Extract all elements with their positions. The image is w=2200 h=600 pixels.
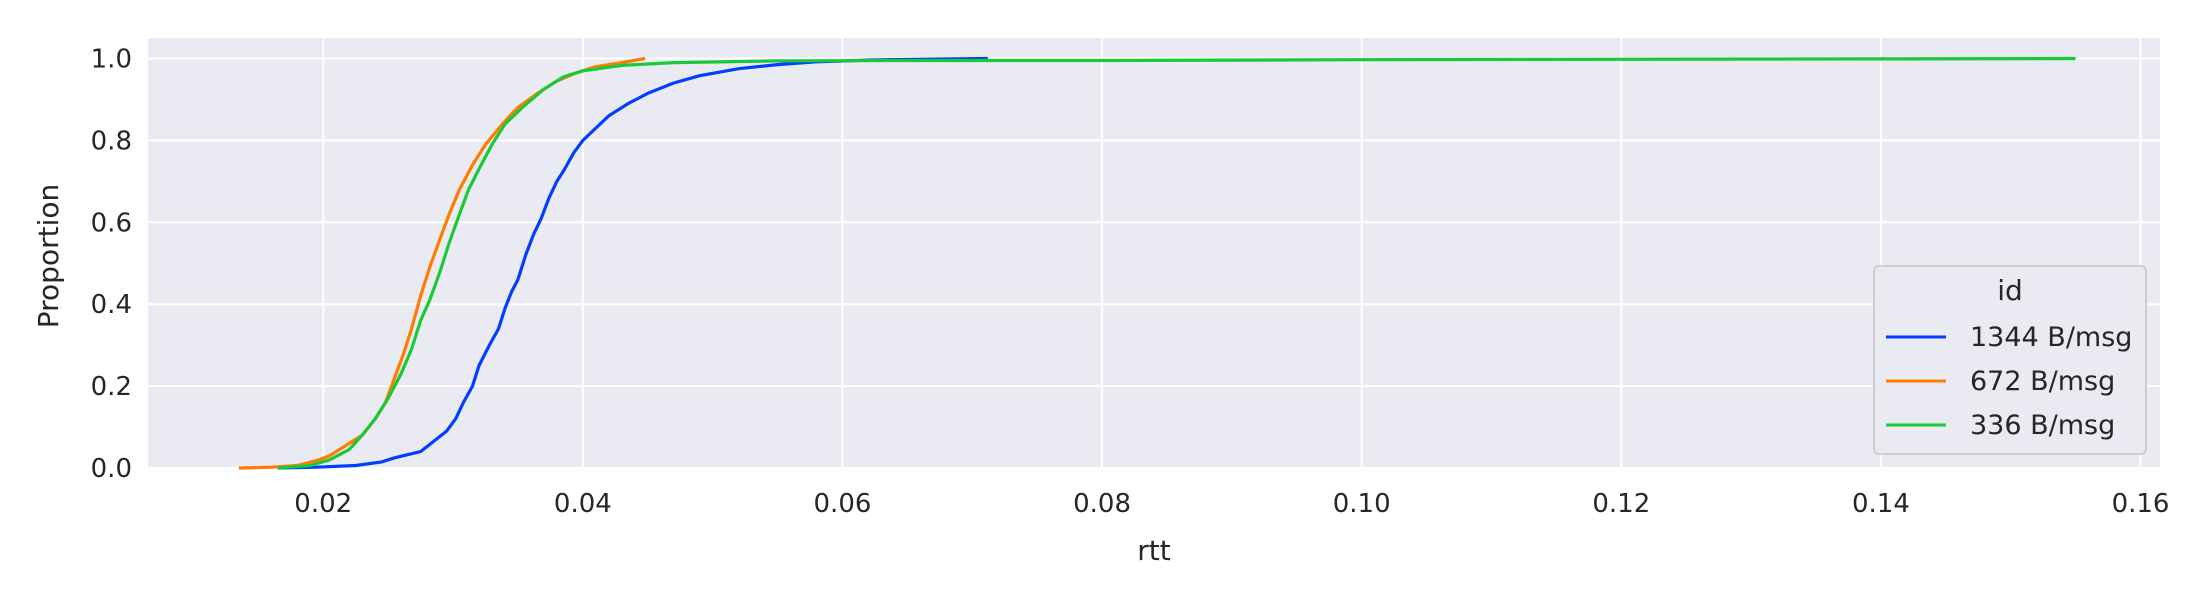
plot-background: [148, 38, 2160, 468]
y-tick-label: 0.0: [91, 454, 132, 484]
legend-box: [1873, 265, 2147, 455]
x-tick-label: 0.12: [1592, 489, 1650, 519]
y-tick-label: 0.4: [91, 290, 132, 320]
y-tick-label: 0.8: [91, 126, 132, 156]
x-tick-label: 0.14: [1852, 489, 1910, 519]
y-tick-label: 0.6: [91, 208, 132, 238]
series-line-1344: [277, 56, 988, 470]
y-axis-label: Proportion: [32, 184, 65, 328]
x-tick-label: 0.06: [814, 489, 872, 519]
series-lines: [238, 56, 2076, 470]
legend-label-672: 672 B/msg: [1970, 366, 2115, 397]
y-tick-label: 0.2: [91, 372, 132, 402]
series-line-336: [277, 56, 2076, 470]
legend-label-336: 336 B/msg: [1970, 410, 2115, 441]
x-axis-label: rtt: [1137, 534, 1170, 567]
x-tick-label: 0.10: [1333, 489, 1391, 519]
x-tick-label: 0.02: [294, 489, 352, 519]
tick-labels: 0.02 0.04 0.06 0.08 0.10 0.12 0.14 0.16 0.0 0.2 0.…: [91, 44, 2170, 519]
x-tick-label: 0.04: [554, 489, 612, 519]
y-tick-label: 1.0: [91, 44, 132, 74]
x-tick-label: 0.08: [1073, 489, 1131, 519]
x-tick-label: 0.16: [2112, 489, 2170, 519]
legend-title: id: [1997, 274, 2023, 307]
legend-label-1344: 1344 B/msg: [1970, 322, 2132, 353]
legend: id 1344 B/msg 672 B/msg 336 B/msg: [1873, 265, 2147, 455]
